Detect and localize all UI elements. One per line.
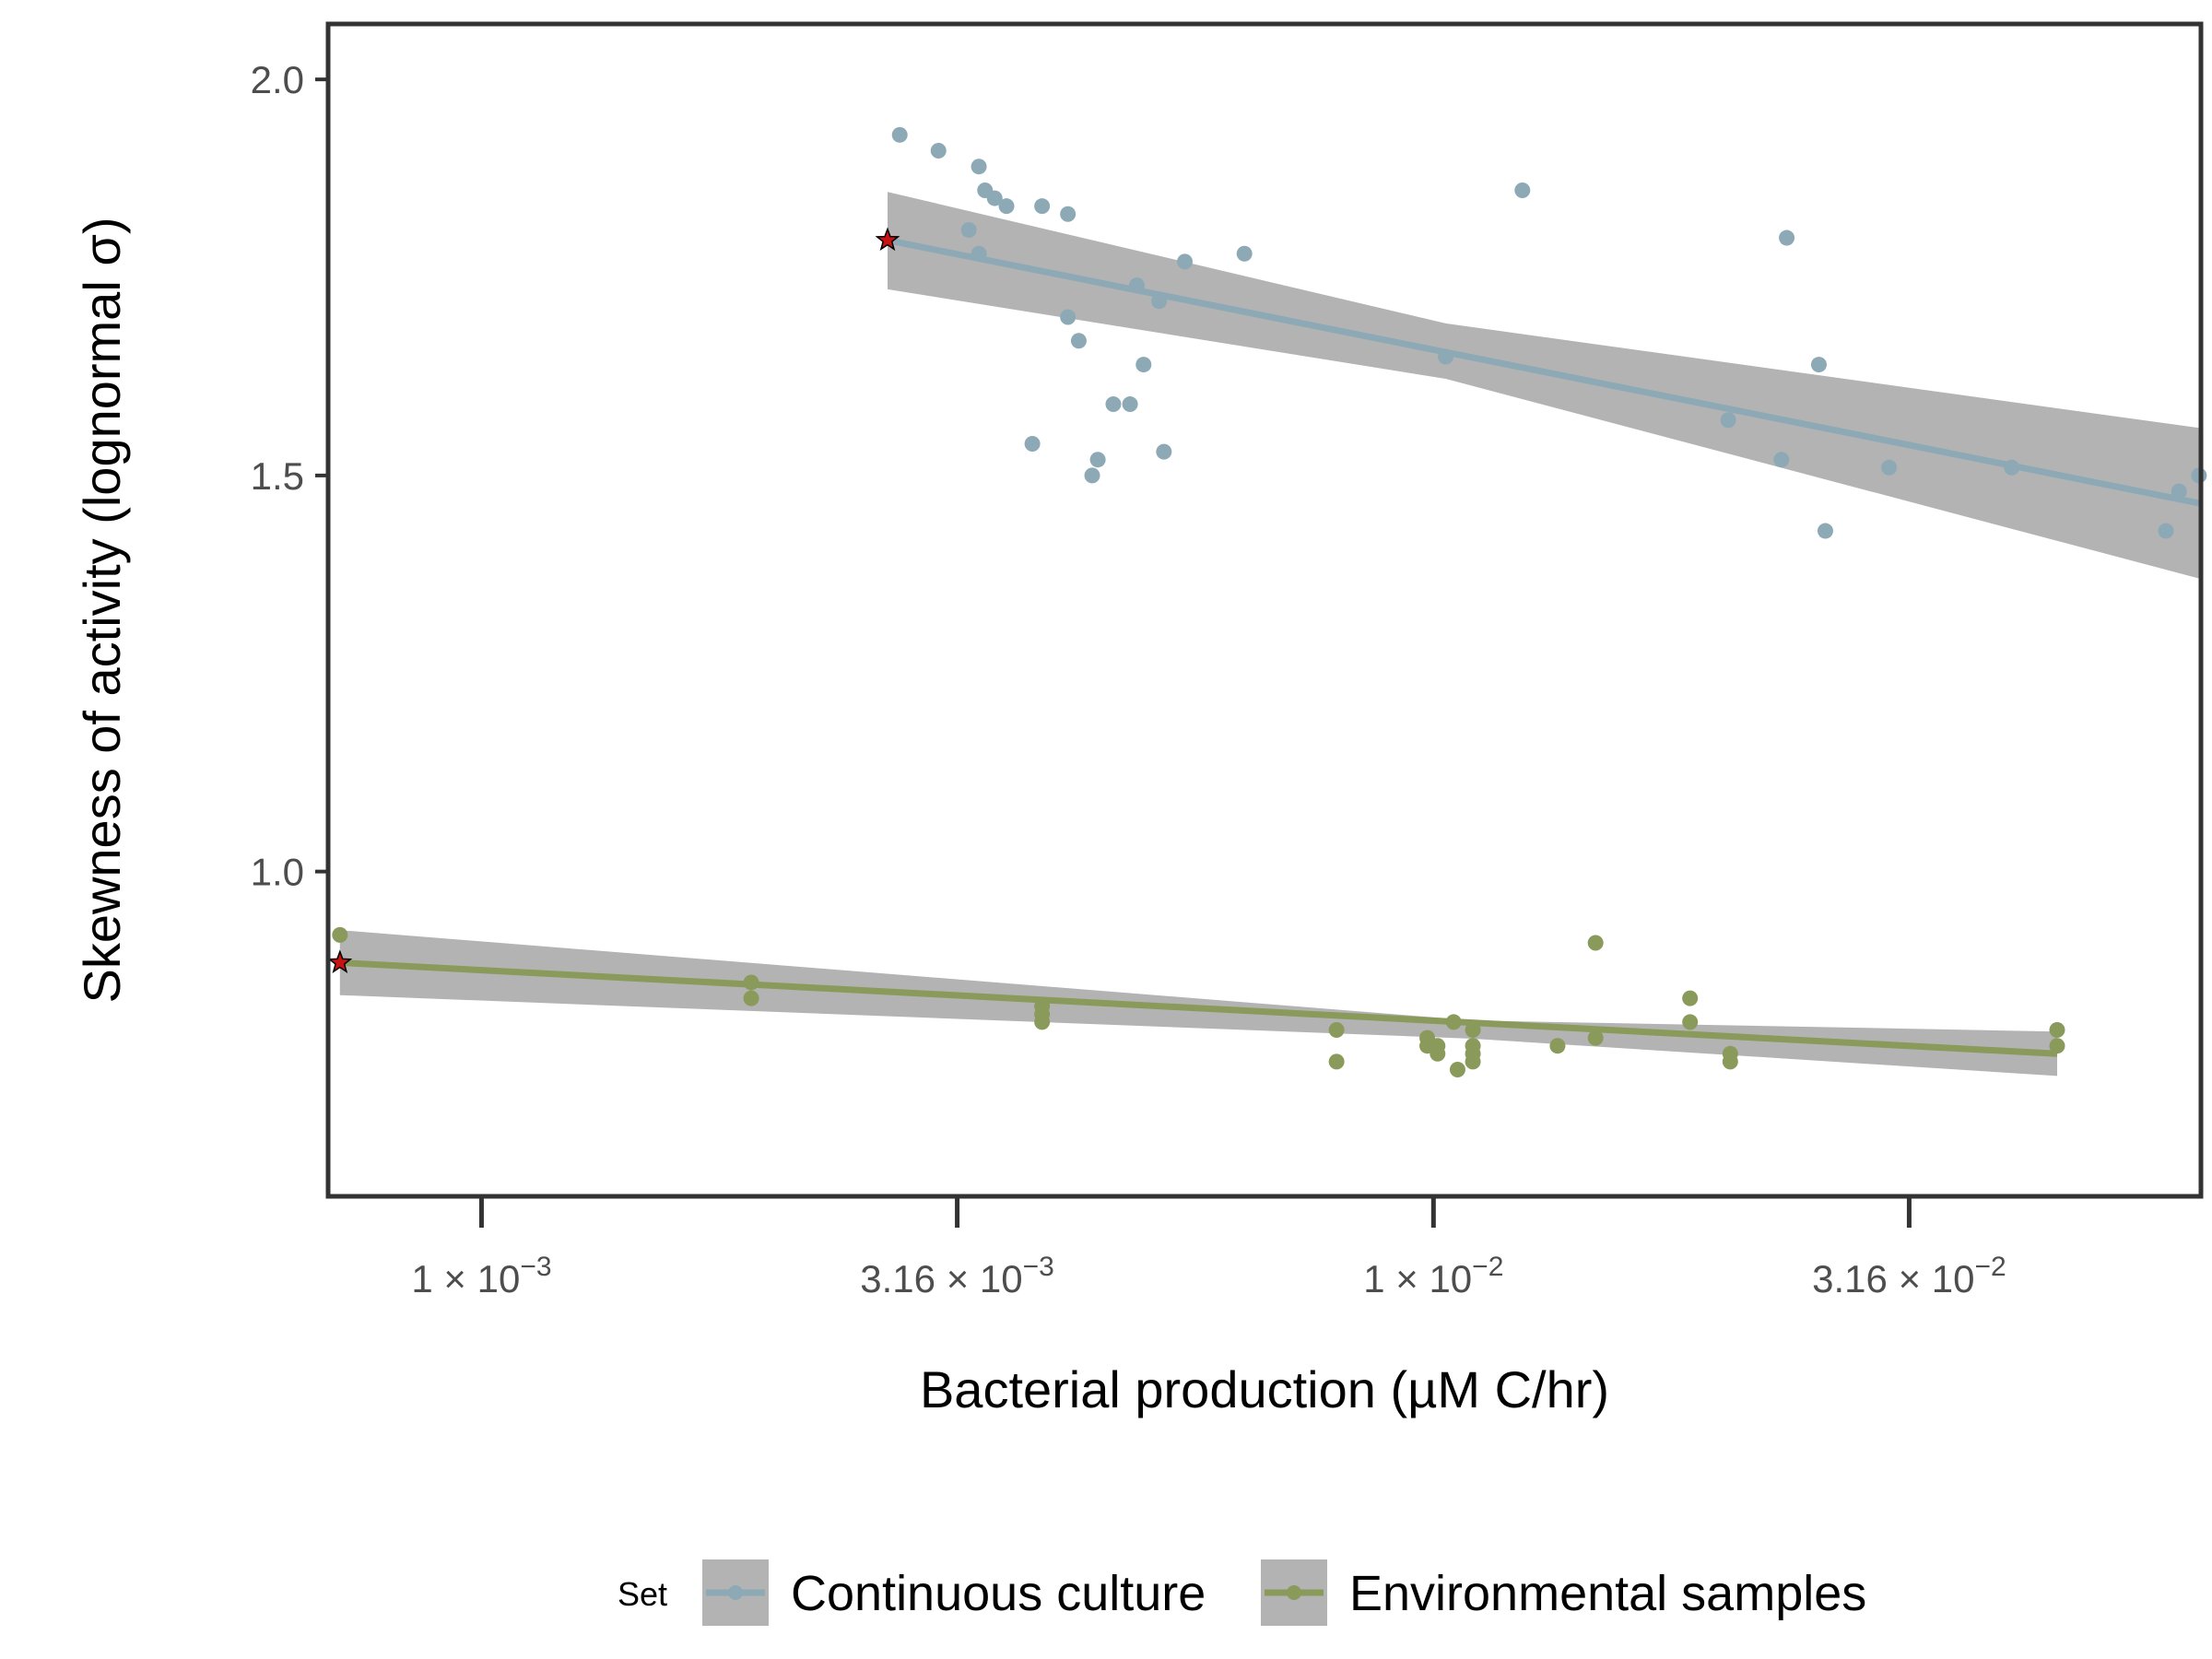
legend-title: Set — [618, 1575, 667, 1613]
continuous-culture-point-19 — [1024, 436, 1041, 453]
x-tick-label: 1 × 10−2 — [1363, 1252, 1503, 1300]
x-tick-label: 3.16 × 10−3 — [860, 1252, 1054, 1300]
x-axis-title: Bacterial production (µM C/hr) — [920, 1360, 1609, 1418]
panel-border — [325, 21, 2204, 1199]
environmental-samples-point-0 — [332, 926, 348, 943]
continuous-culture-point-2 — [971, 159, 987, 175]
continuous-culture-point-32 — [2158, 523, 2174, 539]
continuous-culture-point-15 — [1070, 333, 1087, 349]
continuous-culture-point-10 — [1128, 277, 1145, 294]
environmental-samples-highlight-star — [327, 949, 353, 973]
continuous-culture-point-23 — [1438, 348, 1454, 365]
environmental-samples-point-24 — [1722, 1053, 1738, 1070]
legend-item-continuous-culture: Continuous culture — [702, 1559, 1206, 1626]
environmental-samples-point-2 — [743, 990, 759, 1006]
continuous-culture-point-21 — [1084, 467, 1100, 484]
environmental-samples-point-20 — [1587, 935, 1604, 951]
continuous-culture-highlight-star — [875, 227, 900, 252]
legend-key-point-environmental-samples — [1287, 1585, 1301, 1600]
continuous-culture-point-4 — [986, 190, 1003, 206]
data-points — [332, 126, 2207, 1077]
y-tick-label: 1.5 — [251, 454, 304, 498]
continuous-culture-confidence-band — [888, 192, 2199, 579]
continuous-culture-point-17 — [1105, 396, 1122, 413]
environmental-samples-point-1 — [743, 974, 759, 991]
environmental-samples-point-18 — [1549, 1038, 1566, 1054]
y-tick-label: 1.0 — [251, 851, 304, 894]
confidence-bands — [339, 192, 2199, 1077]
continuous-culture-point-18 — [1122, 396, 1138, 413]
continuous-culture-point-25 — [1720, 412, 1736, 429]
continuous-culture-point-13 — [1236, 245, 1253, 262]
environmental-samples-point-22 — [1682, 1014, 1699, 1030]
y-axis-title: Skewness of activity (lognormal σ) — [73, 217, 131, 1003]
environmental-samples-confidence-band — [339, 930, 2057, 1077]
continuous-culture-point-26 — [1773, 452, 1790, 468]
continuous-culture-point-7 — [1034, 198, 1051, 215]
continuous-culture-point-28 — [1810, 357, 1827, 373]
continuous-culture-point-33 — [2171, 483, 2187, 500]
legend-key-point-continuous-culture — [728, 1585, 743, 1600]
legend-item-environmental-samples: Environmental samples — [1261, 1559, 1866, 1626]
fit-lines — [339, 237, 2200, 1057]
environmental-samples-point-25 — [2049, 1022, 2065, 1039]
continuous-culture-point-31 — [2004, 459, 2020, 476]
environmental-samples-fit-line — [339, 959, 2058, 1057]
continuous-culture-point-1 — [930, 143, 947, 159]
environmental-samples-point-12 — [1445, 1014, 1462, 1030]
x-axis: 1 × 10−3 3.16 × 10−3 1 × 10−2 3.16 × 10−2 — [411, 1196, 2006, 1300]
continuous-culture-point-14 — [1060, 309, 1077, 325]
environmental-samples-point-16 — [1465, 1022, 1481, 1039]
environmental-samples-point-26 — [2049, 1038, 2065, 1054]
environmental-samples-point-7 — [1328, 1053, 1345, 1070]
x-tick-label: 1 × 10−3 — [411, 1252, 551, 1300]
continuous-culture-point-29 — [1817, 523, 1833, 539]
environmental-samples-point-5 — [1034, 1006, 1051, 1022]
continuous-culture-point-0 — [891, 126, 908, 143]
highlight-stars — [327, 227, 900, 973]
environmental-samples-point-11 — [1430, 1045, 1446, 1062]
legend: Set Continuous culture Environmental samp… — [618, 1559, 1866, 1626]
environmental-samples-point-13 — [1449, 1061, 1465, 1077]
continuous-culture-point-8 — [1060, 206, 1077, 222]
x-tick-label: 3.16 × 10−2 — [1812, 1252, 2006, 1300]
continuous-culture-point-20 — [1089, 452, 1106, 468]
environmental-samples-point-17 — [1465, 1045, 1481, 1062]
continuous-culture-point-24 — [1514, 182, 1531, 198]
legend-label-continuous-culture: Continuous culture — [791, 1566, 1206, 1621]
continuous-culture-point-27 — [1779, 229, 1795, 246]
continuous-culture-point-22 — [1156, 443, 1172, 460]
environmental-samples-point-21 — [1682, 990, 1699, 1006]
continuous-culture-point-30 — [1881, 459, 1898, 476]
continuous-culture-point-5 — [960, 221, 977, 238]
legend-label-environmental-samples: Environmental samples — [1349, 1566, 1866, 1621]
continuous-culture-point-6 — [998, 198, 1015, 215]
environmental-samples-point-6 — [1328, 1022, 1345, 1039]
continuous-culture-fit-line — [887, 237, 2200, 507]
continuous-culture-point-12 — [1177, 253, 1194, 270]
environmental-samples-point-19 — [1587, 1030, 1604, 1046]
continuous-culture-point-16 — [1135, 357, 1152, 373]
y-tick-label: 2.0 — [251, 58, 304, 101]
continuous-culture-point-11 — [1151, 293, 1168, 310]
y-axis: 1.0 1.5 2.0 — [251, 58, 328, 894]
continuous-culture-point-9 — [971, 245, 987, 262]
